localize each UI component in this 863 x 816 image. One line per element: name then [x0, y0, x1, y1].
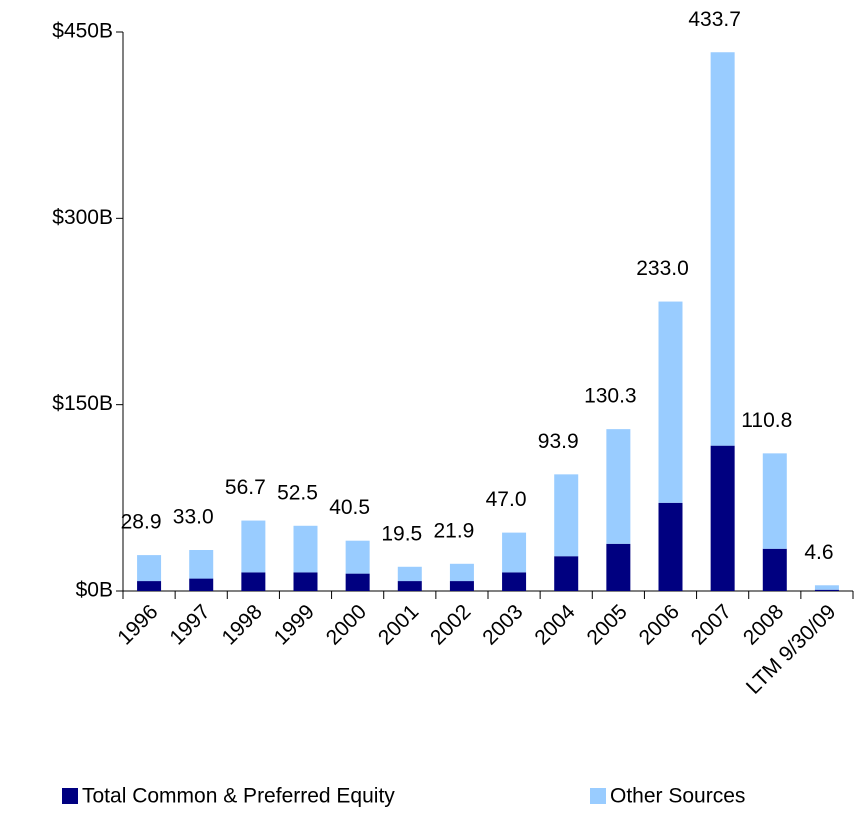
total-label: 233.0 — [636, 257, 689, 280]
bar-segment — [189, 578, 214, 591]
total-label: 19.5 — [381, 522, 422, 545]
total-label: 56.7 — [225, 476, 266, 499]
total-label: 33.0 — [173, 506, 214, 529]
bar-segment — [241, 520, 266, 573]
x-tick-label: 1997 — [165, 600, 214, 649]
bar-segment — [658, 301, 683, 503]
y-tick-label: $150B — [52, 392, 113, 415]
total-label: 40.5 — [329, 496, 370, 519]
bar-segment — [345, 540, 370, 574]
total-label: 47.0 — [486, 488, 527, 511]
bar-segment — [814, 589, 839, 591]
bar-segment — [241, 572, 266, 591]
bar-segment — [762, 453, 787, 549]
bar-segment — [710, 445, 735, 591]
x-tick-label: 2004 — [530, 600, 580, 650]
x-tick-label: 2007 — [687, 600, 736, 649]
bar-segment — [554, 474, 579, 557]
legend-label: Total Common & Preferred Equity — [82, 785, 395, 808]
bar-segment — [137, 555, 162, 582]
bar-segment — [293, 572, 318, 591]
bar-segment — [814, 585, 839, 590]
bar-segment — [345, 573, 370, 591]
bar-segment — [293, 525, 318, 573]
legend-swatch — [590, 788, 606, 804]
x-tick-label: 1999 — [270, 600, 319, 649]
total-label: 4.6 — [804, 541, 833, 564]
bar-segment — [449, 563, 474, 582]
total-label: 28.9 — [121, 511, 162, 534]
x-tick-label: 2005 — [583, 600, 632, 649]
bar-segment — [658, 502, 683, 591]
total-label: 130.3 — [584, 385, 637, 408]
bar-segment — [397, 581, 422, 591]
bar-segment — [502, 572, 527, 591]
bar-segment — [397, 566, 422, 582]
x-tick-label: 2002 — [426, 600, 475, 649]
legend-swatch — [62, 788, 78, 804]
bar-segment — [606, 429, 631, 544]
total-label: 433.7 — [688, 8, 741, 31]
x-tick-label: 2001 — [374, 600, 423, 649]
y-tick-label: $450B — [52, 20, 113, 43]
bar-segment — [554, 556, 579, 591]
x-tick-label: 1998 — [218, 600, 267, 649]
bar-segment — [606, 543, 631, 591]
total-label: 21.9 — [433, 519, 474, 542]
total-label: 110.8 — [741, 409, 792, 432]
bar-segment — [762, 548, 787, 591]
x-tick-label: 2003 — [478, 600, 527, 649]
x-tick-label: 2006 — [635, 600, 684, 649]
x-tick-label: 2000 — [322, 600, 371, 649]
legend-label: Other Sources — [610, 785, 745, 808]
bar-segment — [137, 581, 162, 591]
total-label: 93.9 — [538, 430, 579, 453]
x-tick-label: 1996 — [113, 600, 162, 649]
y-tick-label: $300B — [52, 206, 113, 229]
total-label: 52.5 — [277, 481, 318, 504]
y-tick-label: $0B — [76, 579, 113, 602]
bar-segment — [189, 550, 214, 579]
bar-segment — [710, 52, 735, 446]
bar-segment — [502, 532, 527, 573]
bar-segment — [449, 581, 474, 591]
